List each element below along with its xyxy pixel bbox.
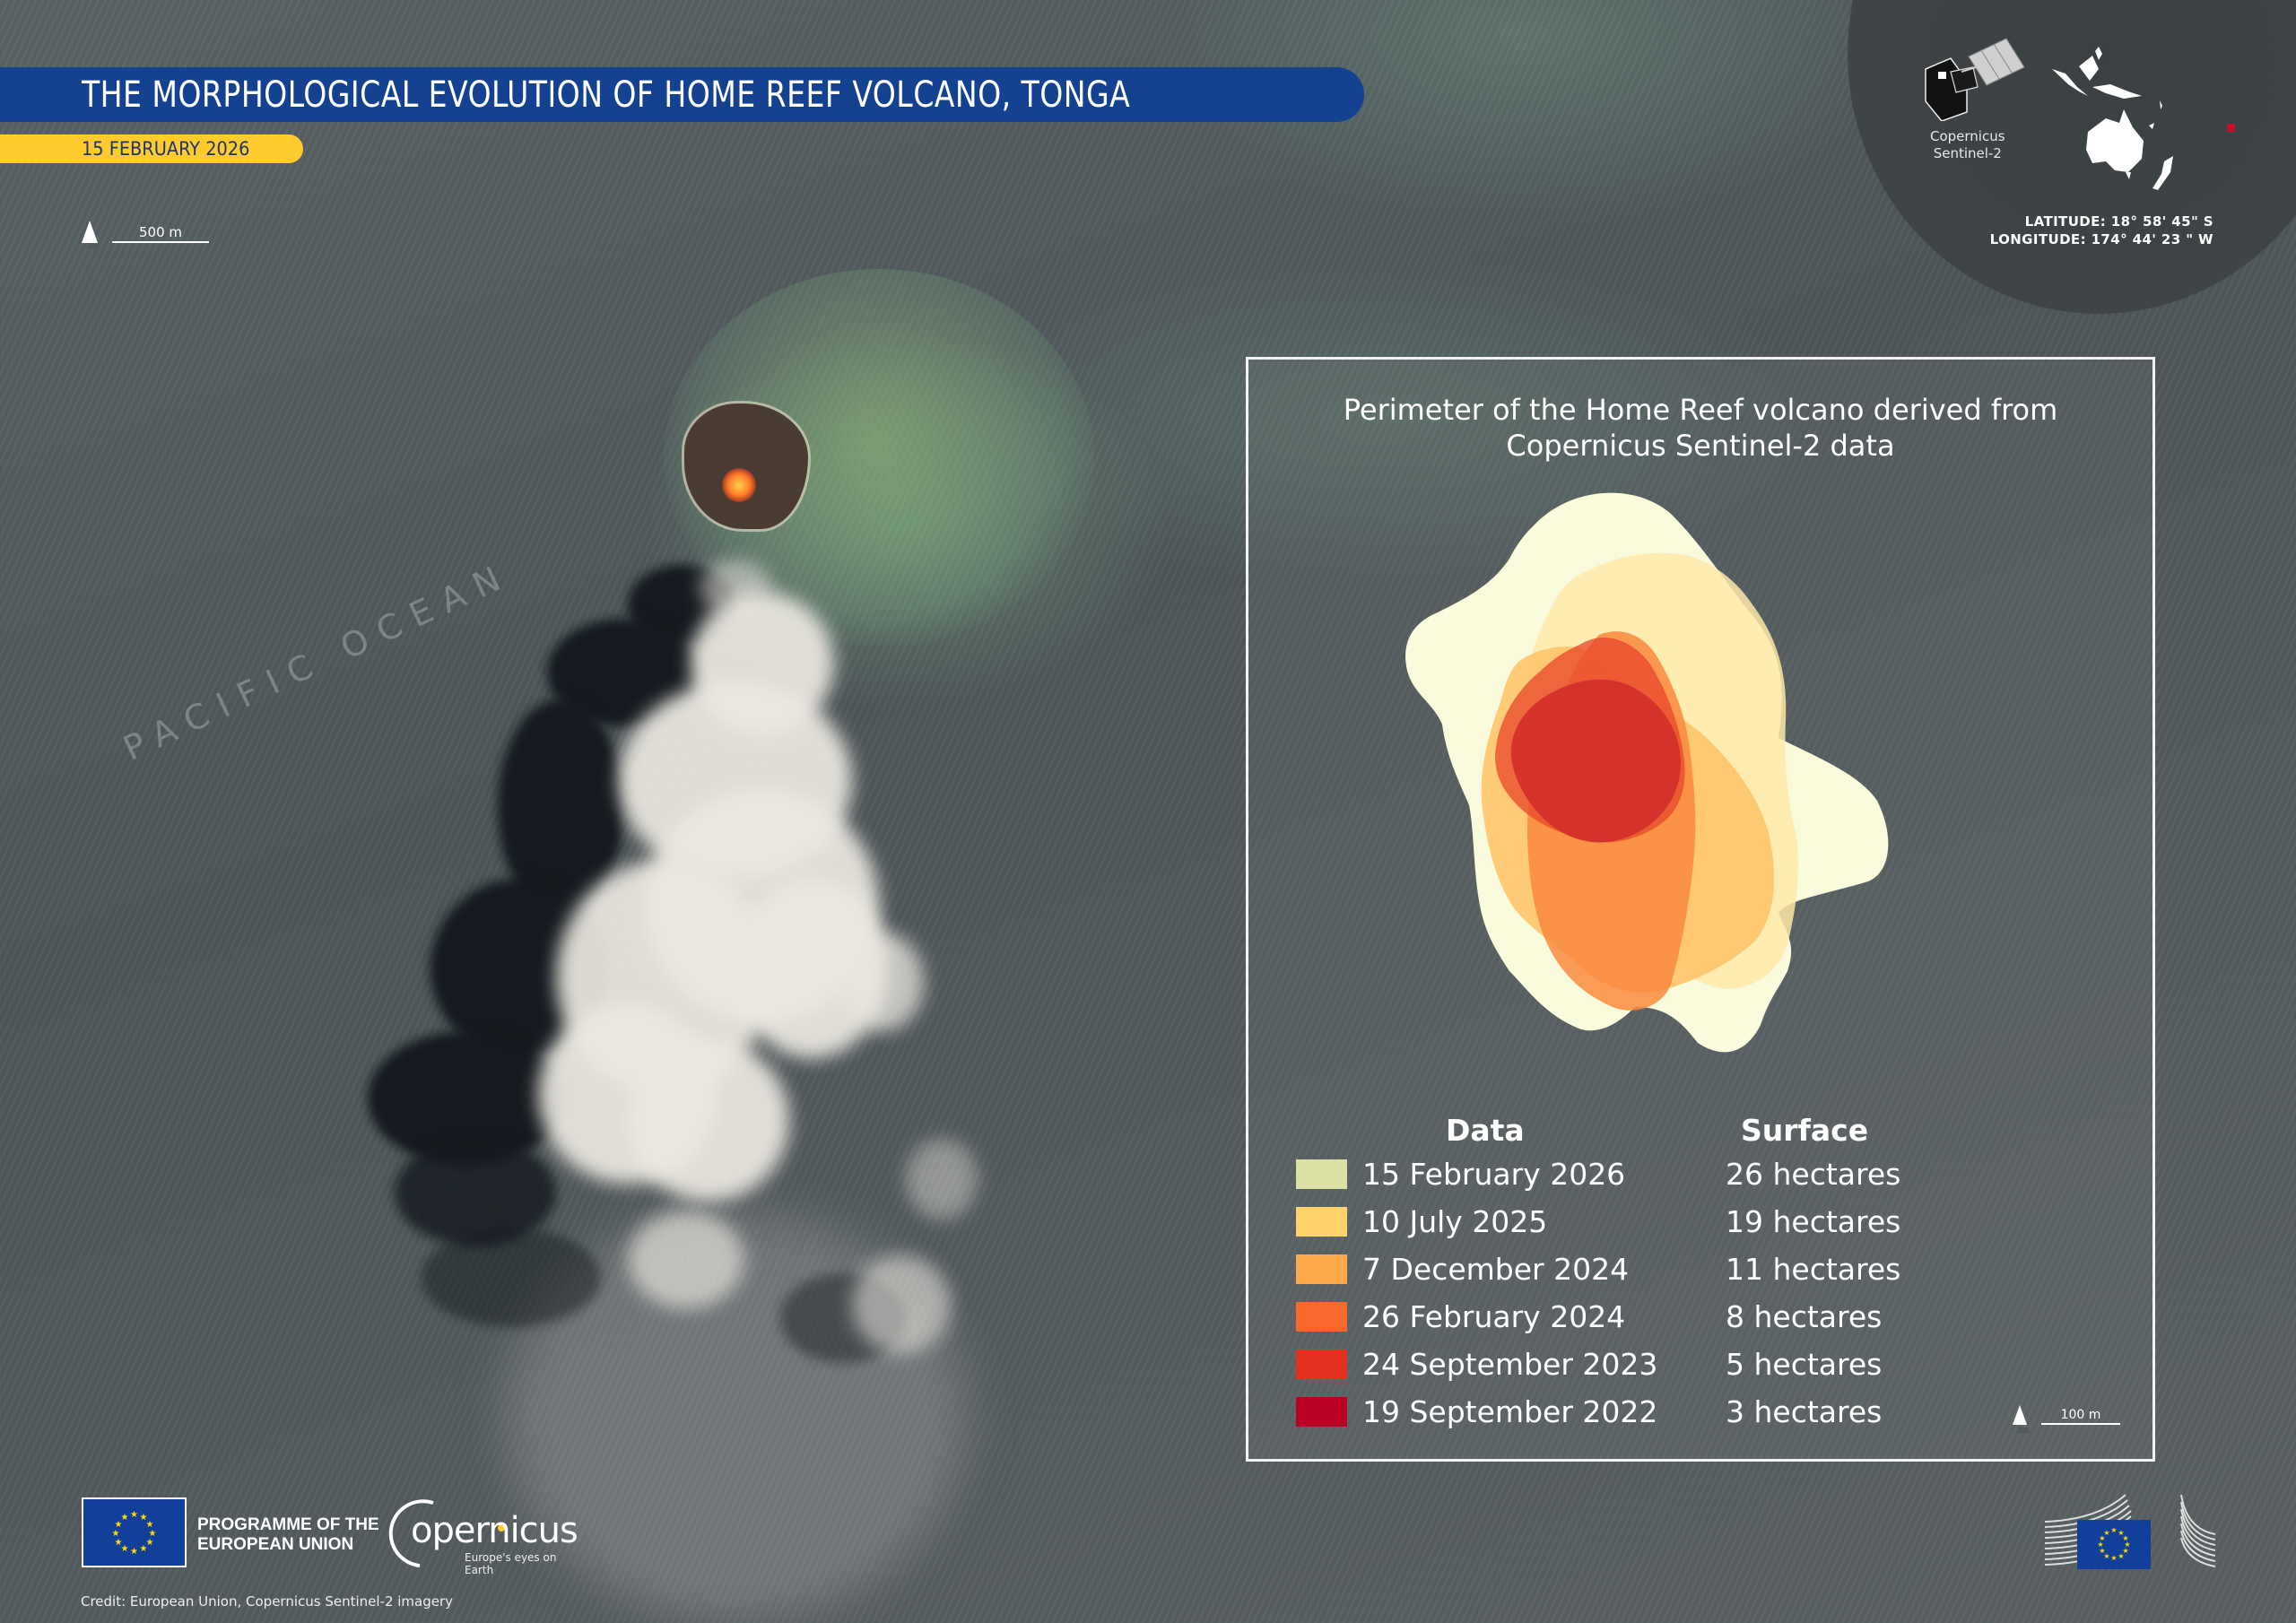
panel-scale-bar: 100 m xyxy=(2013,1405,2120,1433)
svg-text:★: ★ xyxy=(2103,1552,2109,1560)
svg-text:★: ★ xyxy=(2118,1552,2124,1560)
svg-text:★: ★ xyxy=(2110,1554,2117,1562)
page-title: THE MORPHOLOGICAL EVOLUTION OF HOME REEF… xyxy=(82,74,1131,116)
legend-row: 15 February 2026 26 hectares xyxy=(1296,1157,1900,1192)
legend-col-surface: Surface xyxy=(1741,1113,1869,1148)
title-banner: THE MORPHOLOGICAL EVOLUTION OF HOME REEF… xyxy=(0,67,1364,122)
legend-swatch xyxy=(1296,1159,1347,1189)
image-date: 15 FEBRUARY 2026 xyxy=(82,138,250,160)
copernicus-tagline: Europe's eyes on Earth xyxy=(465,1551,557,1576)
legend-row: 24 September 2023 5 hectares xyxy=(1296,1347,1882,1382)
legend-row: 19 September 2022 3 hectares xyxy=(1296,1394,1882,1429)
volcanic-island xyxy=(684,404,808,529)
north-arrow-icon xyxy=(82,221,100,248)
svg-text:★: ★ xyxy=(146,1538,154,1548)
date-badge: 15 FEBRUARY 2026 xyxy=(0,135,303,163)
perimeter-diagram xyxy=(1405,492,1889,1053)
svg-text:★: ★ xyxy=(2118,1529,2124,1537)
svg-text:★: ★ xyxy=(149,1529,157,1539)
image-credit: Credit: European Union, Copernicus Senti… xyxy=(81,1593,454,1610)
european-commission-logo: ★ ★ ★ ★ ★ ★ ★ ★ ★ ★ ★ ★ xyxy=(2043,1484,2218,1569)
coordinates: LATITUDE: 18° 58' 45" S LONGITUDE: 174° … xyxy=(1990,213,2213,248)
legend-swatch xyxy=(1296,1254,1347,1284)
svg-text:★: ★ xyxy=(2097,1541,2103,1549)
north-arrow-icon xyxy=(2013,1405,2031,1433)
panel-scale-label: 100 m xyxy=(2041,1408,2120,1425)
svg-text:★: ★ xyxy=(112,1529,120,1539)
svg-text:★: ★ xyxy=(2122,1547,2128,1555)
copernicus-wordmark: opernicus xyxy=(411,1510,578,1551)
svg-text:★: ★ xyxy=(130,1547,138,1557)
latitude: LATITUDE: 18° 58' 45" S xyxy=(2024,213,2213,230)
svg-text:★: ★ xyxy=(2099,1547,2105,1555)
svg-text:★: ★ xyxy=(146,1520,154,1530)
legend-row: 26 February 2024 8 hectares xyxy=(1296,1299,1882,1334)
legend-swatch xyxy=(1296,1396,1347,1427)
satellite-icon xyxy=(1925,38,2025,121)
eu-flag-logo: ★ ★ ★ ★ ★ ★ ★ ★ ★ ★ ★ ★ xyxy=(82,1497,187,1567)
panel-title: Perimeter of the Home Reef volcano deriv… xyxy=(1343,393,2058,463)
svg-text:★: ★ xyxy=(2122,1534,2128,1542)
copernicus-logo: opernicus Europe's eyes on Earth xyxy=(384,1497,578,1576)
perimeter-2022 xyxy=(1510,679,1681,843)
satellite-label: Copernicus Sentinel-2 xyxy=(1930,128,2005,161)
longitude: LONGITUDE: 174° 44' 23 " W xyxy=(1989,231,2213,247)
active-vent xyxy=(722,468,756,502)
map-scale-bar: 500 m xyxy=(82,221,209,248)
svg-text:★: ★ xyxy=(2124,1541,2130,1549)
svg-text:★: ★ xyxy=(2110,1526,2117,1534)
oceania-map-icon xyxy=(2052,47,2173,190)
svg-text:★: ★ xyxy=(115,1538,123,1548)
svg-text:★: ★ xyxy=(115,1520,123,1530)
svg-text:★: ★ xyxy=(2103,1529,2109,1537)
svg-text:★: ★ xyxy=(121,1513,129,1523)
svg-text:★: ★ xyxy=(130,1510,138,1520)
svg-text:★: ★ xyxy=(140,1544,148,1554)
legend-row: 10 July 2025 19 hectares xyxy=(1296,1204,1900,1239)
legend-swatch xyxy=(1296,1301,1347,1332)
legend-col-date: Data xyxy=(1446,1113,1525,1148)
location-marker xyxy=(2227,124,2235,132)
programme-label: PROGRAMME OF THE EUROPEAN UNION xyxy=(197,1515,379,1554)
legend-swatch xyxy=(1296,1349,1347,1379)
scale-label: 500 m xyxy=(112,224,209,243)
svg-text:★: ★ xyxy=(121,1544,129,1554)
ocean-label: PACIFIC OCEAN xyxy=(117,553,518,768)
legend-row: 7 December 2024 11 hectares xyxy=(1296,1252,1900,1287)
legend-swatch xyxy=(1296,1206,1347,1237)
svg-text:★: ★ xyxy=(140,1513,148,1523)
perimeter-legend-panel: Perimeter of the Home Reef volcano deriv… xyxy=(1246,357,2155,1462)
svg-text:★: ★ xyxy=(2099,1534,2105,1542)
